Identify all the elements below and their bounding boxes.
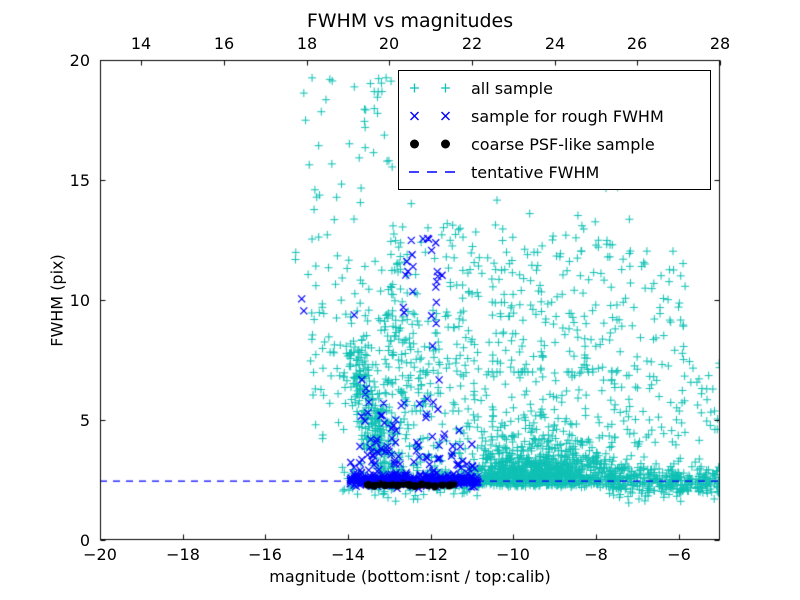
legend-entry-coarse-psf: coarse PSF-like sample <box>399 130 710 158</box>
legend-label: all sample <box>471 78 553 98</box>
bottom-tick-label: −10 <box>496 545 530 564</box>
top-tick-label: 24 <box>544 34 566 53</box>
legend-label: sample for rough FWHM <box>471 106 664 126</box>
dot-marker-icon <box>410 139 450 149</box>
y-tick-label: 15 <box>69 171 90 190</box>
top-tick-label: 14 <box>130 34 152 53</box>
top-tick-label: 18 <box>296 34 318 53</box>
top-tick-label: 28 <box>709 34 731 53</box>
y-tick-label: 10 <box>69 291 90 310</box>
x-axis-label: magnitude (bottom:isnt / top:calib) <box>269 567 551 586</box>
legend-label: tentative FWHM <box>471 162 600 182</box>
y-tick-label: 5 <box>79 411 90 430</box>
bottom-tick-label: −8 <box>584 545 608 564</box>
bottom-tick-label: −16 <box>248 545 282 564</box>
top-tick-label: 22 <box>461 34 483 53</box>
y-axis-label: FWHM (pix) <box>47 254 67 347</box>
bottom-tick-label: −18 <box>166 545 200 564</box>
dash-line-icon <box>409 171 455 173</box>
chart-title: FWHM vs magnitudes <box>306 10 514 32</box>
bottom-tick-label: −12 <box>414 545 448 564</box>
bottom-tick-label: −14 <box>331 545 365 564</box>
plus-marker-icon <box>410 83 450 93</box>
legend-label: coarse PSF-like sample <box>471 134 655 154</box>
legend-entry-rough-fwhm: sample for rough FWHM <box>399 102 710 130</box>
top-tick-label: 16 <box>213 34 235 53</box>
legend-entry-tentative-fwhm: tentative FWHM <box>399 158 710 186</box>
y-tick-label: 0 <box>79 531 90 550</box>
top-tick-label: 20 <box>378 34 400 53</box>
top-tick-label: 26 <box>626 34 648 53</box>
legend-entry-all-sample: all sample <box>399 74 710 102</box>
bottom-tick-label: −6 <box>667 545 691 564</box>
y-tick-label: 20 <box>69 51 90 70</box>
legend: all sample sample for rough FWHM coarse … <box>398 70 711 190</box>
bottom-tick-label: −20 <box>83 545 117 564</box>
x-marker-icon <box>410 111 450 121</box>
